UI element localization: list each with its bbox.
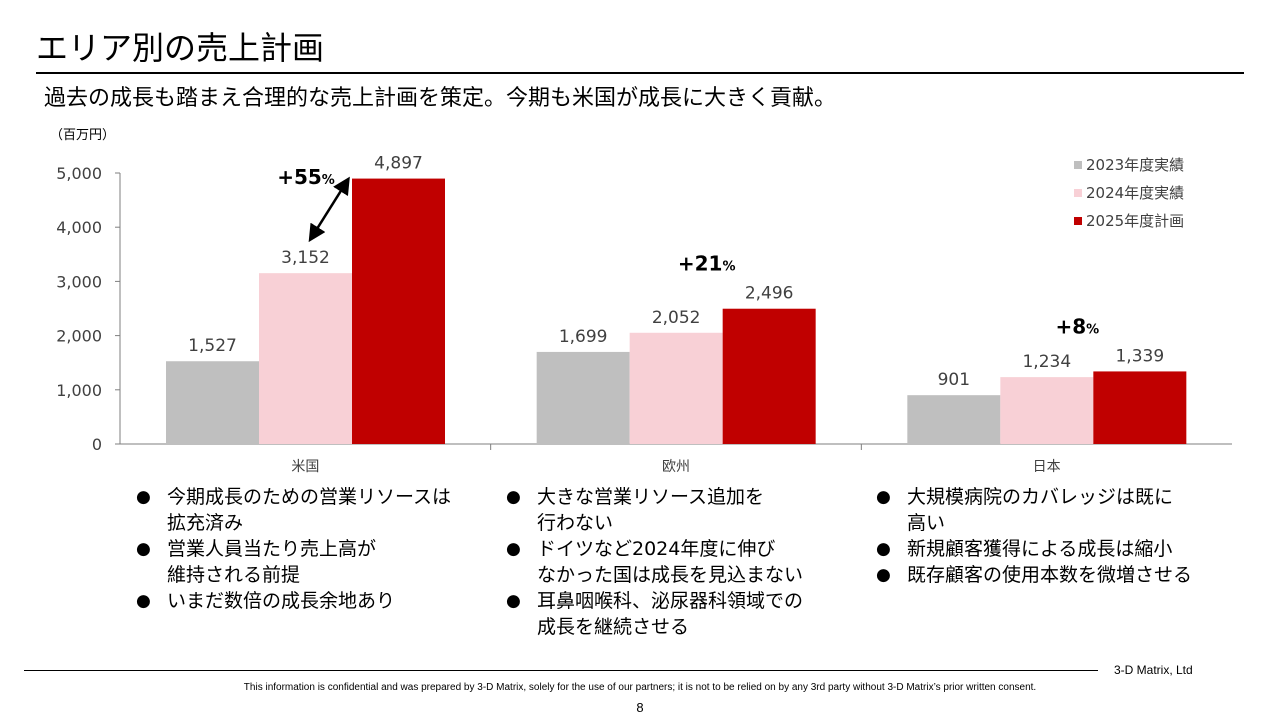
bar-value-label: 3,152 [281,248,330,268]
y-tick-label: 5,000 [56,164,102,183]
note-line: 新規顧客獲得による成長は縮小 [907,538,1173,560]
legend-swatch [1074,161,1082,169]
note-line: 大きな営業リソース追加を [537,486,765,508]
legend-swatch [1074,189,1082,197]
note-line: 拡充済み [167,512,244,534]
y-tick-label: 3,000 [56,272,102,291]
bar [1000,377,1094,444]
bar-value-label: 1,234 [1022,352,1071,372]
slide-subtitle: 過去の成長も踏まえ合理的な売上計画を策定。今期も米国が成長に大きく貢献。 [44,86,837,111]
y-tick-label: 1,000 [56,381,102,400]
unit-label: （百万円） [50,128,115,143]
notes-japan: 大規模病院のカバレッジは既に高い新規顧客獲得による成長は縮小既存顧客の使用本数を… [876,484,1192,588]
bar [166,361,259,444]
note-line: なかった国は成長を見込まない [537,564,804,586]
page-number: 8 [636,700,644,715]
title-underline [36,72,1244,74]
x-category-label: 欧州 [662,459,690,475]
bar-value-label: 4,897 [374,154,423,174]
note-line: ドイツなど2024年度に伸び [537,538,776,560]
notes-europe: 大きな営業リソース追加を行わないドイツなど2024年度に伸びなかった国は成長を見… [506,484,803,640]
bar [907,395,1001,444]
note-item: 既存顧客の使用本数を微増させる [876,562,1192,588]
bar-value-label: 2,496 [745,284,794,304]
bar [722,308,816,444]
slide-title: エリア別の売上計画 [36,29,325,67]
growth-arrow [308,176,350,243]
y-tick-label: 0 [92,435,102,454]
note-line: 維持される前提 [167,564,301,586]
legend-swatch [1074,217,1082,225]
growth-annotation: +55% [277,165,335,189]
growth-annotation: +21% [678,252,736,276]
bar [1093,371,1187,444]
bar-value-label: 1,339 [1115,346,1164,366]
note-item: いまだ数倍の成長余地あり [136,588,451,614]
bar-value-label: 901 [938,370,970,390]
bar [629,332,723,444]
legend-label: 2025年度計画 [1086,212,1184,230]
note-line: 高い [907,512,946,534]
note-item: 新規顧客獲得による成長は縮小 [876,536,1192,562]
bar-value-label: 1,527 [188,336,237,356]
note-line: 大規模病院のカバレッジは既に [907,486,1174,508]
bar [536,351,630,444]
y-tick-label: 2,000 [56,327,102,346]
y-tick-label: 4,000 [56,218,102,237]
notes-us: 今期成長のための営業リソースは拡充済み営業人員当たり売上高が維持される前提いまだ… [136,484,451,614]
note-line: 成長を継続させる [537,616,690,638]
x-category-label: 米国 [291,459,319,475]
company-name: 3-D Matrix, Ltd [1114,663,1193,677]
bar [352,178,445,444]
legend-label: 2023年度実績 [1086,156,1184,174]
growth-annotation: +8% [1055,314,1099,338]
note-line: 耳鼻咽喉科、泌尿器科領域での [537,590,804,612]
note-line: 行わない [537,512,614,534]
legend-label: 2024年度実績 [1086,184,1184,202]
bar [259,273,352,444]
bar-value-label: 2,052 [652,308,701,328]
x-category-label: 日本 [1033,459,1061,475]
note-line: いまだ数倍の成長余地あり [167,590,396,612]
note-line: 既存顧客の使用本数を微増させる [907,564,1193,586]
confidentiality-disclaimer: This information is confidential and was… [243,682,1037,693]
note-line: 今期成長のための営業リソースは [167,486,452,508]
bar-value-label: 1,699 [559,327,608,347]
note-line: 営業人員当たり売上高が [167,538,377,560]
sales-plan-bar-chart: （百万円） 0 1,000 2,000 3,000 4,000 5,000 米国 欧州 日本 1,5… [50,128,1232,475]
footer-rule [24,670,1098,671]
